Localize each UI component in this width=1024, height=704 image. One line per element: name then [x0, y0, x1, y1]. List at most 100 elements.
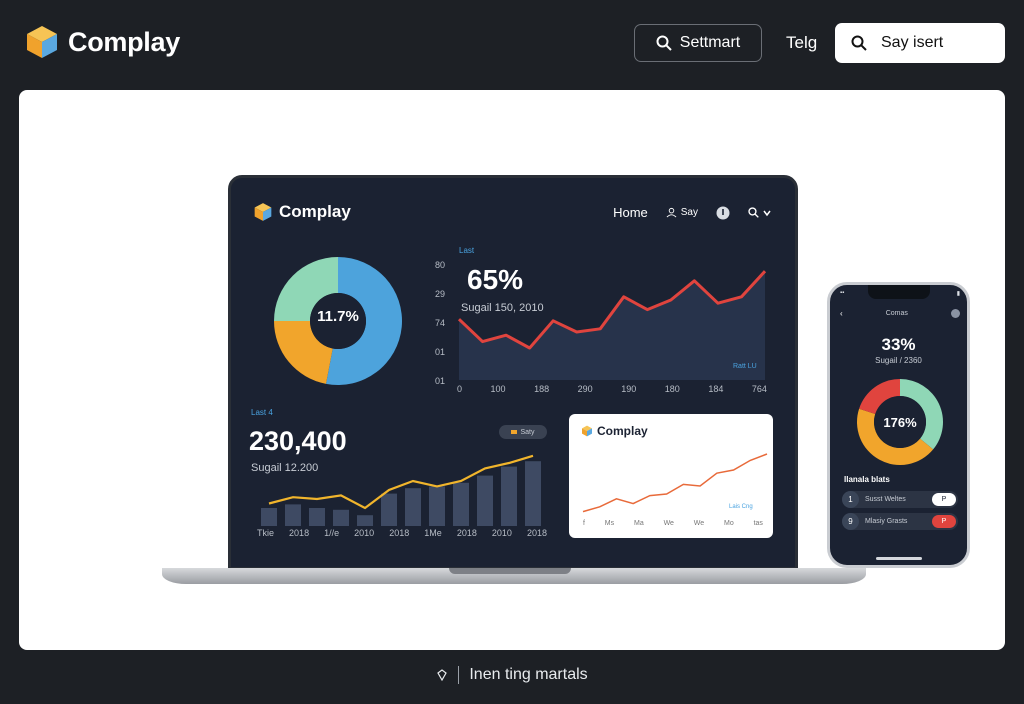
phone-donut-value: 176%	[883, 415, 917, 430]
x-tick-label: 0	[457, 384, 463, 394]
list-item[interactable]: 9 Mlasiy Grasts P	[842, 513, 958, 530]
card-brand-name: Complay	[597, 424, 648, 438]
phone-donut-chart	[857, 379, 943, 465]
footer-divider	[458, 666, 460, 684]
x-tick-label: tas	[753, 520, 763, 527]
footer-text[interactable]: Inen ting martals	[469, 666, 588, 683]
nav-home[interactable]: Home	[613, 205, 648, 220]
phone-subtitle: Sugail / 2360	[875, 356, 922, 365]
cube-logo-icon	[582, 425, 592, 437]
phone-value: 33%	[881, 335, 916, 354]
x-tick-label: 1//e	[324, 528, 340, 538]
phone-list-title: Ilanala blats	[844, 475, 890, 484]
trend-line-chart	[457, 270, 767, 380]
x-tick-label: We	[693, 520, 705, 527]
x-tick-label: 1Me	[424, 528, 442, 538]
info-icon[interactable]	[716, 206, 730, 220]
bar	[309, 508, 325, 526]
search-icon	[748, 207, 759, 218]
line-panel-subtitle: Sugail 150, 2010	[461, 302, 544, 314]
settings-button-label: Settmart	[679, 34, 741, 51]
bar	[429, 486, 445, 526]
list-item-label: Susst Weltes	[865, 496, 906, 503]
list-item-action[interactable]: P	[932, 515, 956, 528]
search-input[interactable]: Say isert	[835, 23, 1005, 63]
brand[interactable]: Complay	[24, 24, 180, 60]
laptop-screen: Complay Home Say 11.7% Last 65% Sugail 1…	[228, 175, 798, 570]
donut-slice-0	[900, 379, 943, 450]
y-tick-label: 01	[435, 347, 446, 357]
x-tick-label: 2018	[389, 528, 410, 538]
x-tick-label: 290	[577, 384, 593, 394]
card-brand: Complay	[581, 424, 648, 438]
laptop-brand[interactable]: Complay	[253, 202, 351, 222]
x-tick-label: 180	[664, 384, 680, 394]
search-icon	[851, 35, 867, 51]
cube-logo-icon	[254, 203, 272, 221]
mini-chart-card[interactable]: Complay Lais Cng f Ms Ma We We Mo tas	[569, 414, 773, 538]
x-tick-label: We	[663, 520, 674, 527]
brand-name: Complay	[68, 26, 180, 57]
card-line	[582, 453, 768, 513]
search-input-value: Say isert	[881, 34, 944, 51]
phone-title: Comas	[885, 310, 908, 317]
y-tick-label: 74	[435, 318, 446, 328]
bar	[333, 509, 349, 526]
donut-hole	[874, 396, 926, 448]
bar	[381, 493, 397, 526]
phone-status-bar: ▪▪ ▮	[840, 290, 960, 297]
laptop-nav: Home Say	[613, 205, 771, 220]
y-tick-label: 29	[435, 289, 446, 299]
laptop-brand-name: Complay	[279, 202, 351, 221]
cube-logo-icon	[27, 26, 57, 58]
bar-overlay-line	[268, 454, 534, 510]
chevron-down-icon	[763, 210, 771, 216]
list-item-label: Mlasiy Grasts	[865, 518, 908, 525]
phone-header: ‹ Comas	[840, 309, 960, 318]
pill-swatch-icon	[511, 430, 518, 434]
list-item-action[interactable]: P	[932, 493, 956, 506]
x-tick-label: 2018	[526, 528, 547, 538]
donut-slice-0	[326, 257, 402, 385]
bar-line-chart	[261, 454, 541, 526]
laptop-base	[162, 568, 866, 584]
laptop-notch	[449, 568, 571, 574]
footer: Inen ting martals	[0, 666, 1024, 684]
x-tick-label: Ma	[633, 520, 644, 527]
line-panel-value: 65%	[467, 264, 524, 295]
stat-filter-pill[interactable]: Saty	[499, 425, 547, 439]
phone-mockup: ▪▪ ▮ ‹ Comas 33% Sugail / 2360 176% Ilan…	[827, 282, 970, 568]
card-x-ticks: f Ms Ma We We Mo tas	[583, 520, 763, 527]
card-line-chart	[582, 453, 768, 513]
settings-button[interactable]: Settmart	[634, 24, 762, 62]
x-tick-label: Ms	[604, 520, 615, 527]
status-time-icon: ▪▪	[840, 290, 845, 296]
laptop-search-menu[interactable]	[748, 207, 771, 218]
gem-icon	[437, 669, 448, 681]
line-panel-tag: Last	[459, 246, 475, 255]
x-tick-label: 2010	[354, 528, 375, 538]
x-tick-label: 184	[708, 384, 724, 394]
stat-filter-pill-label: Saty	[520, 428, 535, 436]
share-donut-chart	[274, 257, 402, 385]
list-item[interactable]: 1 Susst Weltes P	[842, 491, 958, 508]
home-indicator	[876, 557, 922, 560]
bar	[357, 515, 373, 526]
donut-center-value: 11.7%	[317, 308, 359, 325]
bar	[285, 504, 301, 526]
back-icon[interactable]: ‹	[840, 309, 843, 318]
line-corner-tag: Ratt LU	[733, 363, 757, 370]
card-tag: Lais Cng	[729, 504, 753, 510]
x-tick-label: 2010	[491, 528, 512, 538]
bar	[453, 482, 469, 526]
x-tick-label: 190	[621, 384, 637, 394]
donut-slice-2	[274, 257, 338, 321]
stat-tag: Last 4	[251, 408, 273, 417]
donut-slice-1	[857, 408, 934, 465]
nav-link[interactable]: Telg	[786, 33, 818, 52]
list-item-number: 1	[842, 491, 859, 508]
nav-say[interactable]: Say	[666, 207, 698, 218]
x-tick-label: Mo	[724, 520, 734, 527]
list-item-number: 9	[842, 513, 859, 530]
profile-icon[interactable]	[950, 309, 960, 318]
